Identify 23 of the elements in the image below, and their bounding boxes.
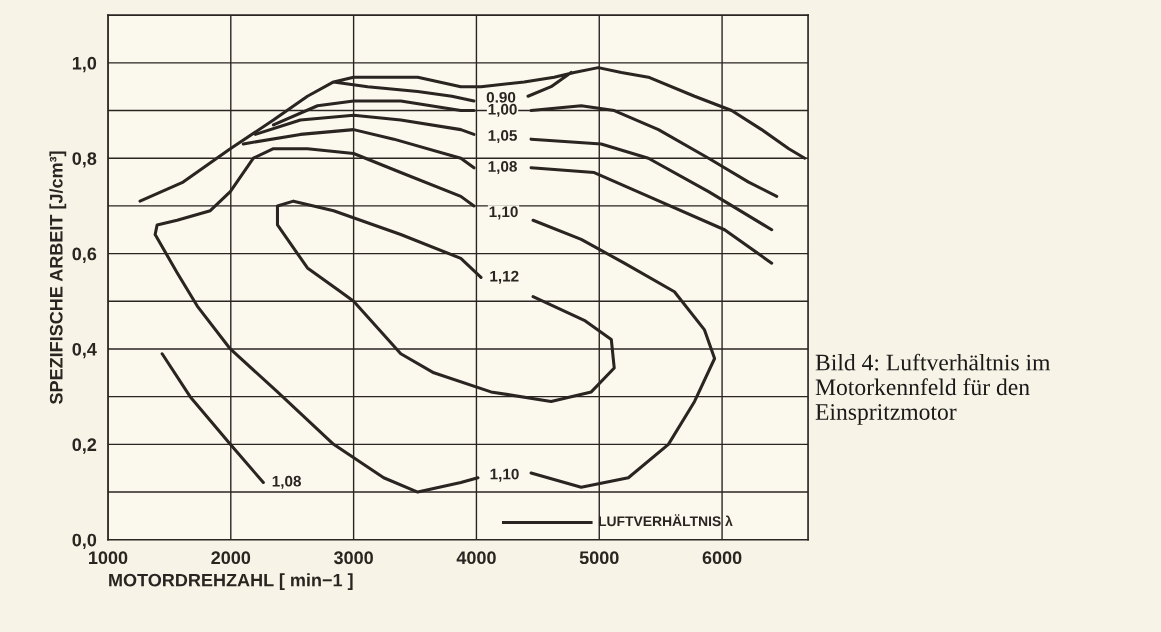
text: 1,10 [489,206,518,220]
x-tick-label: 1000 [89,551,128,565]
y-tick-label: 0,2 [72,438,97,454]
y-tick-label: 0,8 [72,152,97,168]
series-label: 0,90 [486,91,516,105]
x-tick-label: 2000 [211,551,251,565]
y-axis-title: SPEZIFISCHE ARBEIT [J/cm³] [49,151,67,404]
text: Bild 4: Luftverhältnis im Motorkennfeld für den Einspritzmotor [815,353,1051,425]
series-label: 1,08 [488,161,517,175]
x-axis-title: MOTORDREHZAHL [ min−1 ] [109,573,353,591]
series-label: 1,05 [488,130,517,144]
series-label: 1,08 [272,475,302,489]
y-tick-label: 0,4 [72,342,97,359]
y-tick-label: 1,0 [72,56,97,73]
series-label: 1,00 [488,103,517,117]
x-tick-label: 6000 [702,551,742,565]
x-tick-label: 5000 [579,551,619,565]
series-label: 1,10 [490,468,519,482]
x-tick-label: 3000 [333,551,373,565]
x-tick-label: 4000 [456,551,496,565]
y-tick-label: 0,6 [72,247,97,263]
series-label: 1,12 [490,270,519,284]
y-tick-label: 0,0 [72,533,97,550]
